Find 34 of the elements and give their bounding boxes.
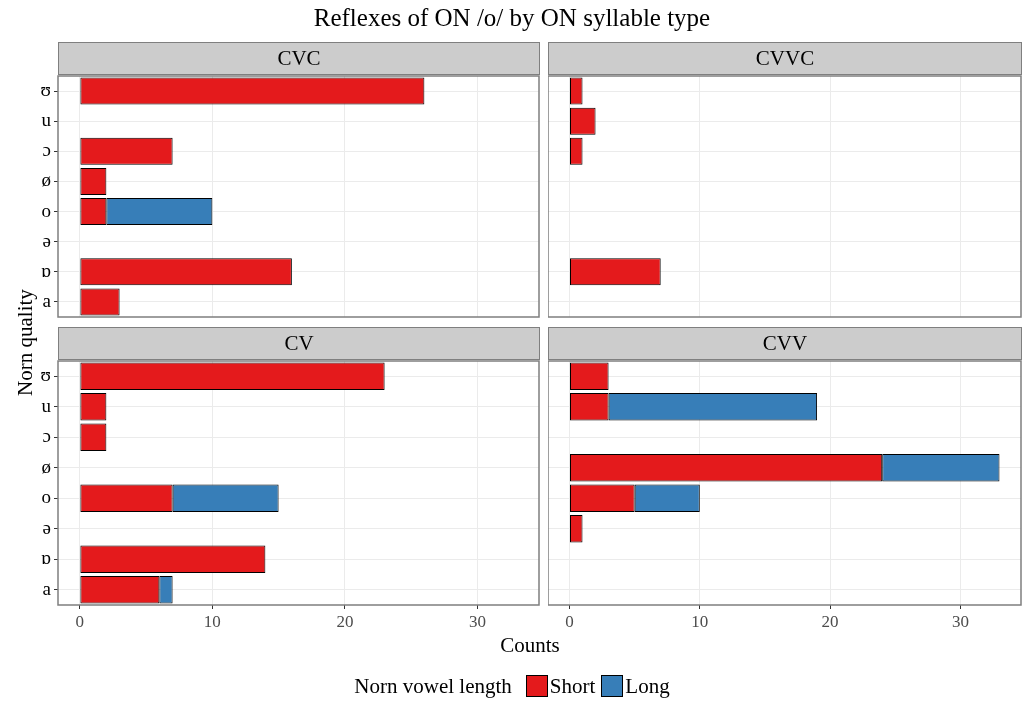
chart-title: Reflexes of ON /o/ by ON syllable type	[312, 4, 712, 32]
y-tick-label: a	[42, 577, 52, 599]
x-axis-title: Counts	[499, 633, 561, 658]
x-tick-label: 0	[75, 611, 85, 631]
y-tick-label: ə	[42, 229, 51, 251]
y-tick-label: ɒ	[41, 259, 52, 281]
x-tick-label: 30	[951, 611, 969, 631]
x-tick-label: 30	[468, 611, 486, 631]
x-tick-label: 10	[203, 611, 221, 631]
chart-subtitle: CVV	[548, 327, 1022, 360]
legend-title: Norn vowel length	[354, 674, 512, 698]
legend-label: Short	[549, 674, 596, 698]
y-tick-label: ø	[41, 169, 51, 191]
chart-subtitle: CVC	[58, 42, 540, 75]
legend-label: Long	[625, 674, 670, 698]
y-tick-label: ə	[42, 516, 51, 538]
y-tick-label: ɔ	[42, 139, 51, 161]
y-tick-label: u	[41, 394, 52, 416]
y-tick-label: u	[41, 109, 52, 131]
y-axis-title: Norn quality	[12, 288, 38, 398]
y-tick-label: o	[41, 199, 51, 221]
y-tick-label: ɔ	[42, 425, 51, 447]
y-tick-label: o	[41, 486, 51, 508]
y-tick-label: ʊ	[40, 364, 51, 386]
x-tick-label: 0	[565, 611, 574, 631]
x-tick-label: 20	[821, 611, 839, 631]
x-tick-label: 10	[691, 611, 709, 631]
chart-subtitle: CV	[58, 327, 540, 360]
y-tick-label: ʊ	[40, 79, 51, 101]
y-tick-label: ø	[41, 455, 51, 477]
y-tick-label: ɒ	[41, 547, 52, 569]
chart-subtitle: CVVC	[548, 42, 1022, 75]
y-tick-label: a	[42, 289, 52, 311]
x-tick-label: 20	[336, 611, 354, 631]
